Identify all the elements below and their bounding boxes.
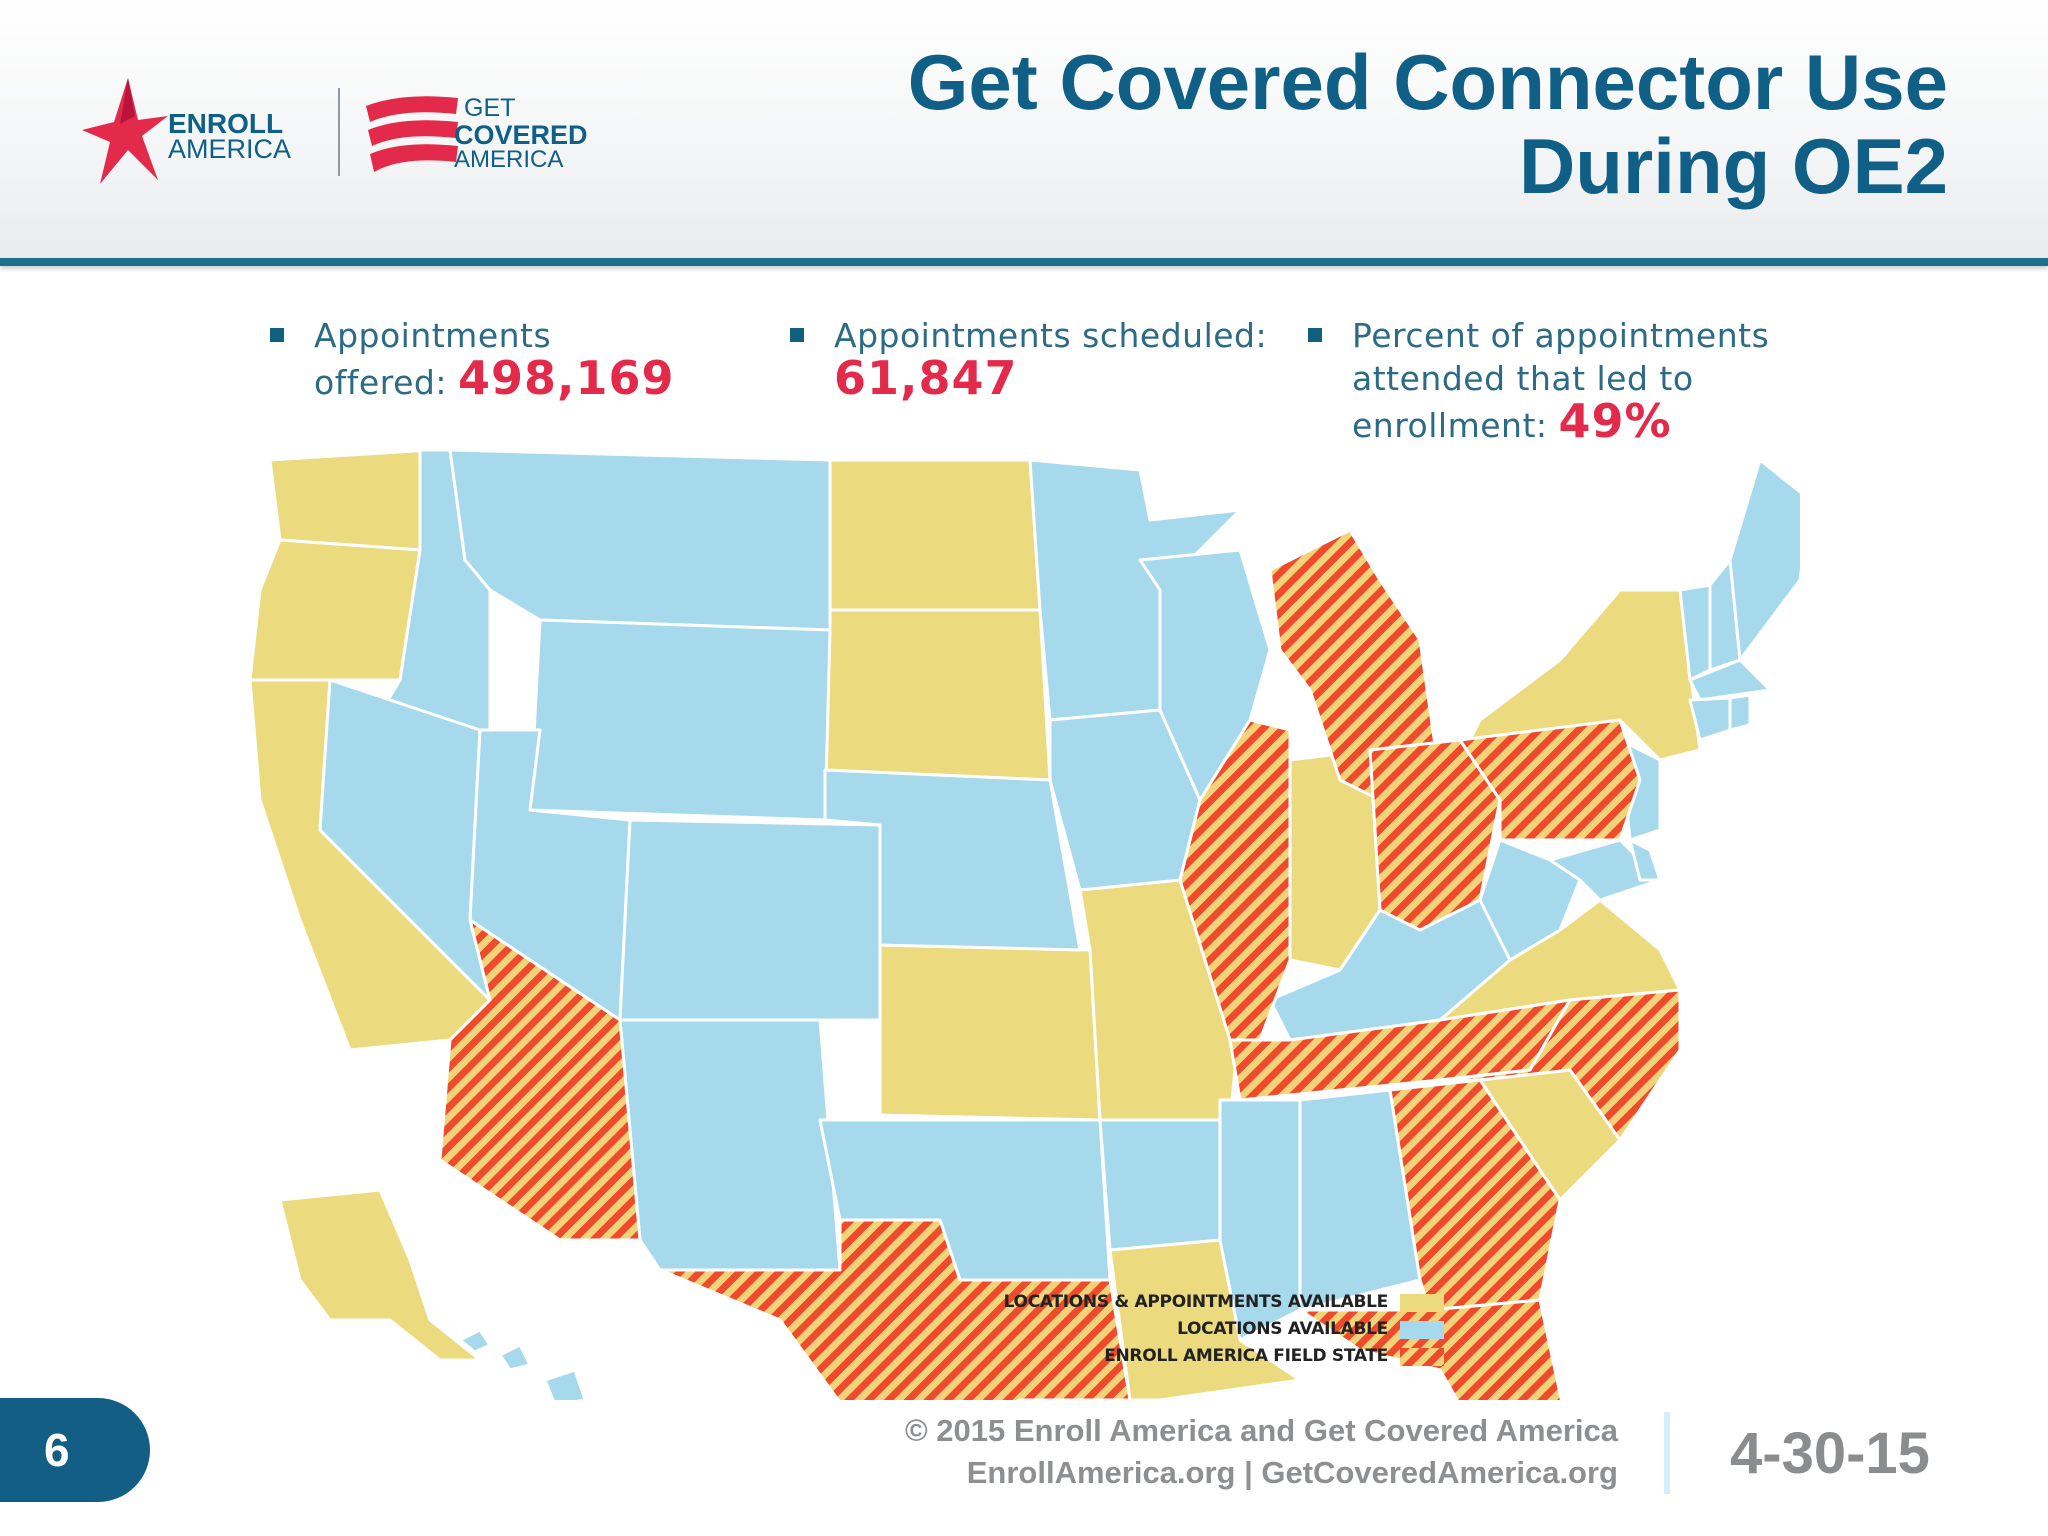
legend-swatch-blue xyxy=(1400,1321,1444,1339)
state-az xyxy=(438,918,642,1242)
header-rule xyxy=(0,258,2048,266)
state-hi xyxy=(458,1328,587,1400)
stat-value: 49% xyxy=(1558,394,1672,448)
slide-header xyxy=(0,0,2048,258)
legend-label: LOCATIONS AVAILABLE xyxy=(1177,1319,1388,1339)
state-tx xyxy=(658,1218,1132,1400)
legend-swatch-hatch xyxy=(1400,1348,1444,1366)
legend-swatch-yellow xyxy=(1400,1294,1444,1312)
state-wa xyxy=(268,448,432,552)
state-me xyxy=(1728,458,1800,662)
state-wy xyxy=(528,618,832,822)
logo-get-line3: AMERICA xyxy=(454,146,564,173)
bullet-icon xyxy=(270,328,284,342)
logo-enroll-line1: ENROLL xyxy=(168,108,284,139)
bullet-icon xyxy=(1308,328,1322,342)
state-ak xyxy=(278,1188,482,1362)
enroll-america-star-icon xyxy=(82,78,168,184)
state-pa xyxy=(1458,718,1642,842)
state-ar xyxy=(1098,1118,1232,1252)
footer-date: 4-30-15 xyxy=(1730,1421,1930,1486)
stat-label-line2: attended that led to xyxy=(1352,359,1694,398)
websites-text: EnrollAmerica.org | GetCoveredAmerica.or… xyxy=(966,1455,1618,1490)
stat-value: 61,847 xyxy=(834,351,1018,405)
legend-label: ENROLL AMERICA FIELD STATE xyxy=(1104,1346,1388,1366)
state-mt xyxy=(448,448,832,632)
legend-label: LOCATIONS & APPOINTMENTS AVAILABLE xyxy=(1003,1292,1389,1312)
logo-enroll-line2: AMERICA xyxy=(168,134,292,164)
legend-item-hatch: ENROLL AMERICA FIELD STATE xyxy=(960,1344,1460,1371)
bullet-icon xyxy=(790,328,804,342)
us-map xyxy=(248,448,1800,1400)
stat-label-line2: offered: xyxy=(314,363,447,402)
state-ks xyxy=(878,943,1102,1122)
state-il xyxy=(1178,718,1292,1042)
state-ma xyxy=(1688,658,1772,702)
state-co xyxy=(618,818,882,1022)
state-or xyxy=(248,538,422,682)
logo-get-line1: GET xyxy=(464,94,516,122)
state-ms xyxy=(1218,1098,1302,1342)
legend-item-yellow: LOCATIONS & APPOINTMENTS AVAILABLE xyxy=(960,1290,1460,1317)
stat-percent-enrollment: Percent of appointments attended that le… xyxy=(1308,314,1770,448)
footer-divider xyxy=(1664,1412,1670,1494)
stat-appointments-scheduled: Appointments scheduled: 61,847 xyxy=(790,314,1268,405)
stat-label-line1: Appointments scheduled: xyxy=(834,316,1268,355)
footer-copyright: © 2015 Enroll America and Get Covered Am… xyxy=(905,1410,1618,1494)
stat-appointments-offered: Appointments offered: 498,169 xyxy=(270,314,675,405)
state-de xyxy=(1628,838,1662,882)
legend-item-blue: LOCATIONS AVAILABLE xyxy=(960,1317,1460,1344)
title-line-2: During OE2 xyxy=(1518,122,1948,210)
state-nc xyxy=(1438,988,1682,1142)
stat-label-line1: Percent of appointments xyxy=(1352,316,1770,355)
state-nm xyxy=(618,1018,842,1272)
logo-get-line2: COVERED xyxy=(454,120,588,150)
page-title: Get Covered Connector Use During OE2 xyxy=(848,40,1948,208)
page-number: 6 xyxy=(0,1398,150,1502)
stat-label-line3: enrollment: xyxy=(1352,406,1548,445)
title-line-1: Get Covered Connector Use xyxy=(907,38,1948,126)
get-covered-flag-icon xyxy=(366,96,458,172)
map-legend: LOCATIONS & APPOINTMENTS AVAILABLE LOCAT… xyxy=(960,1290,1460,1371)
stat-label-line1: Appointments xyxy=(314,316,552,355)
logo-group: ENROLL AMERICA GET COVERED AMERICA xyxy=(70,70,630,190)
state-nd xyxy=(828,458,1042,612)
state-sd xyxy=(823,608,1052,782)
state-ri xyxy=(1728,693,1752,732)
logo-divider xyxy=(338,88,340,176)
copyright-text: © 2015 Enroll America and Get Covered Am… xyxy=(904,1413,1618,1448)
stat-value: 498,169 xyxy=(457,351,675,405)
